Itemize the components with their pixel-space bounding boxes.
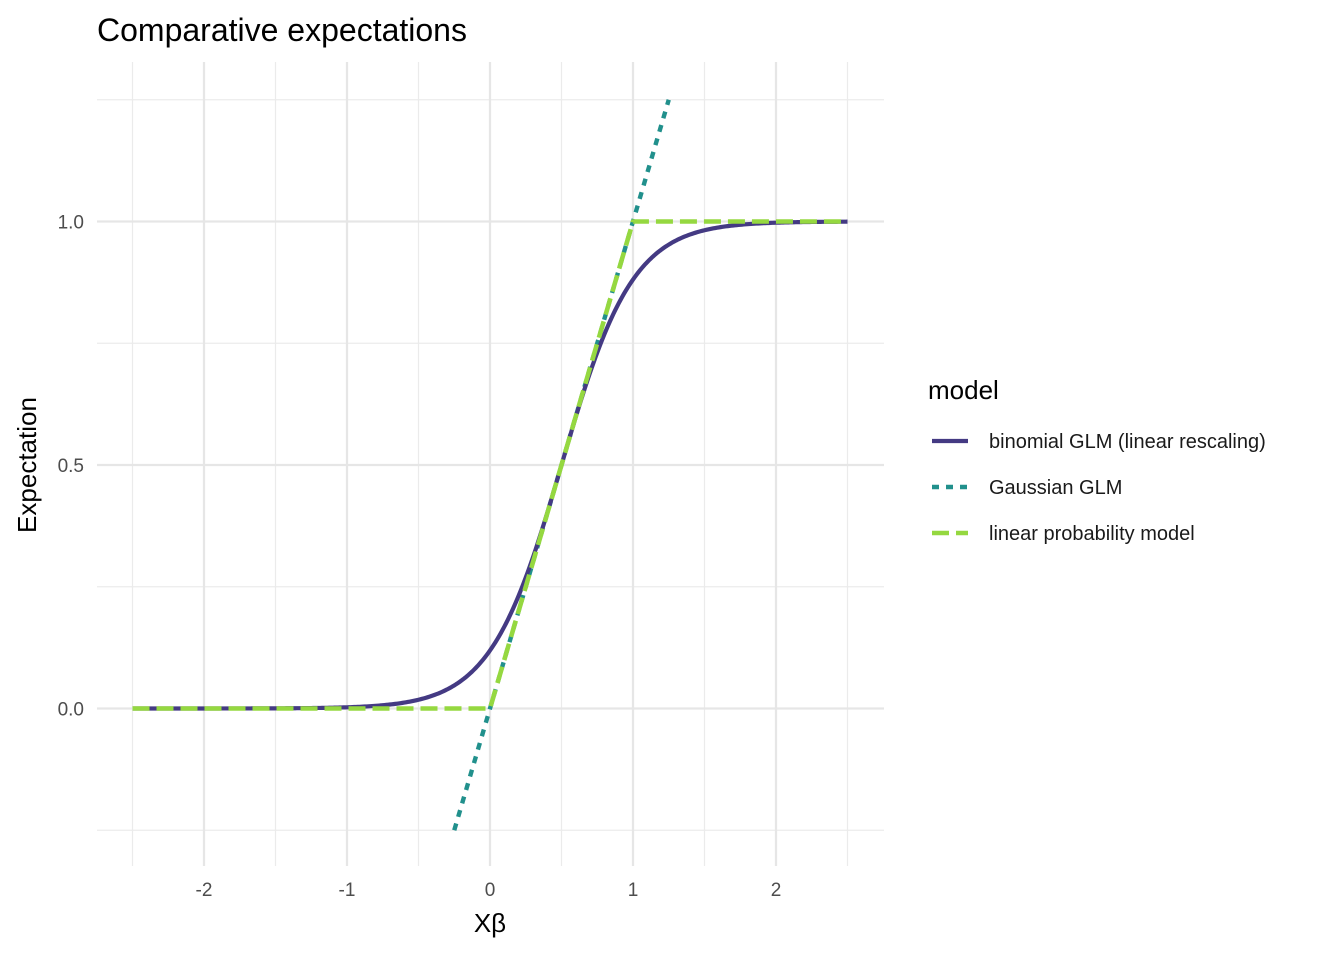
x-tick-label: -2 [196, 880, 213, 901]
legend-label: linear probability model [989, 523, 1195, 545]
legend-label: Gaussian GLM [989, 477, 1122, 499]
series-layer [132, 99, 848, 831]
legend-label: binomial GLM (linear rescaling) [989, 431, 1266, 453]
y-tick-label: 1.0 [58, 213, 84, 234]
x-tick-label: 0 [485, 880, 496, 901]
legend-title: model [928, 375, 999, 405]
x-axis-ticks: -2 -1 0 1 2 [196, 880, 782, 901]
series-line-binomial-glm-linear-rescaling [132, 219, 848, 711]
x-tick-label: -1 [339, 880, 356, 901]
y-axis-title: Expectation [12, 397, 42, 533]
legend: model binomial GLM (linear rescaling) Gau… [928, 375, 1266, 545]
grid-major [97, 62, 884, 866]
x-axis-title: Xβ [474, 908, 506, 938]
series-line-linear-probability-model [132, 219, 848, 711]
y-tick-label: 0.5 [58, 456, 84, 477]
x-tick-label: 1 [628, 880, 639, 901]
y-axis-ticks: 0.0 0.5 1.0 [58, 213, 84, 721]
y-tick-label: 0.0 [58, 700, 84, 721]
x-tick-label: 2 [771, 880, 782, 901]
chart-title: Comparative expectations [97, 12, 467, 48]
